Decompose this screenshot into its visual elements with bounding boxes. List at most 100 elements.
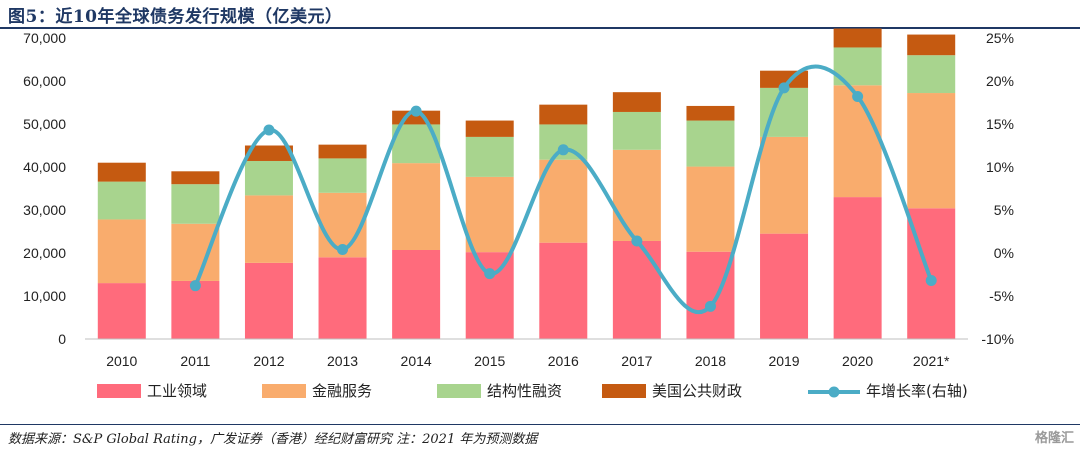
growth-rate-point bbox=[852, 90, 864, 102]
footer-divider bbox=[0, 424, 1080, 425]
y-tick-label-right: 10% bbox=[986, 159, 1014, 175]
growth-rate-point bbox=[337, 244, 349, 256]
bar-segment bbox=[539, 159, 588, 243]
bar-segment bbox=[97, 283, 146, 339]
bar-segment bbox=[392, 249, 441, 339]
x-tick-label: 2012 bbox=[253, 353, 284, 369]
bar-segment bbox=[612, 111, 661, 150]
bar-segment bbox=[612, 240, 661, 339]
x-tick-label: 2013 bbox=[327, 353, 358, 369]
x-axis: 2010 2011 2012 2013 2014 2015 2016 2017 2018 2019… bbox=[85, 338, 968, 369]
growth-rate-point bbox=[557, 144, 569, 156]
bar-segment bbox=[318, 158, 367, 193]
x-tick-label: 2014 bbox=[401, 353, 432, 369]
growth-rate-point bbox=[484, 268, 496, 280]
y-tick-label-left: 50,000 bbox=[23, 116, 66, 132]
growth-rate-point bbox=[925, 275, 937, 287]
bar-segment bbox=[244, 262, 293, 339]
y-axis-left: 0 10,000 20,000 30,000 40,000 50,000 60,000 70,… bbox=[23, 30, 66, 347]
growth-rate-point bbox=[704, 300, 716, 312]
source-note: 数据来源：S&P Global Rating，广发证券（香港）经纪财富研究 注：… bbox=[8, 432, 538, 447]
stacked-bars bbox=[97, 28, 956, 339]
bar-segment bbox=[760, 136, 809, 234]
y-tick-label-right: 15% bbox=[986, 116, 1014, 132]
legend-label: 结构性融资 bbox=[487, 382, 562, 400]
bar-segment bbox=[97, 219, 146, 284]
bar-segment bbox=[171, 171, 220, 185]
y-tick-label-left: 10,000 bbox=[23, 288, 66, 304]
bar-segment bbox=[465, 136, 514, 177]
bar-segment bbox=[686, 120, 735, 167]
bar-segment bbox=[907, 93, 956, 209]
y-tick-label-left: 70,000 bbox=[23, 30, 66, 46]
bar-segment bbox=[833, 85, 882, 198]
x-tick-label: 2016 bbox=[548, 353, 579, 369]
bar-segment bbox=[244, 160, 293, 196]
bar-segment bbox=[612, 149, 661, 241]
growth-rate-line bbox=[193, 64, 934, 315]
x-tick-label: 2018 bbox=[695, 353, 726, 369]
bar-segment bbox=[833, 197, 882, 339]
x-tick-label: 2010 bbox=[106, 353, 137, 369]
growth-rate-point bbox=[410, 105, 422, 117]
bar-segment bbox=[318, 257, 367, 339]
bar-segment bbox=[760, 233, 809, 339]
y-tick-label-right: 25% bbox=[986, 30, 1014, 46]
bar-segment bbox=[539, 104, 588, 125]
bar-segment bbox=[612, 92, 661, 112]
bar-segment bbox=[465, 120, 514, 137]
legend-label: 金融服务 bbox=[312, 382, 372, 400]
bar-segment bbox=[97, 162, 146, 182]
bar-segment bbox=[539, 242, 588, 339]
watermark: 格隆汇 bbox=[1034, 431, 1074, 446]
bar-segment bbox=[686, 166, 735, 252]
y-tick-label-left: 0 bbox=[58, 331, 66, 347]
bar-segment bbox=[686, 105, 735, 121]
legend-label: 年增长率(右轴) bbox=[866, 382, 968, 400]
legend-label: 工业领域 bbox=[147, 382, 207, 400]
legend-swatch bbox=[97, 384, 141, 398]
bar-segment bbox=[244, 145, 293, 161]
y-tick-label-right: 5% bbox=[994, 202, 1014, 218]
x-tick-label: 2020 bbox=[842, 353, 873, 369]
bar-segment bbox=[318, 144, 367, 159]
bar-segment bbox=[465, 252, 514, 339]
legend: 工业领域 金融服务 结构性融资 美国公共财政 年增长率(右轴) bbox=[97, 382, 968, 400]
y-tick-label-left: 40,000 bbox=[23, 159, 66, 175]
y-tick-label-left: 20,000 bbox=[23, 245, 66, 261]
growth-line-layer bbox=[189, 64, 937, 315]
title-divider bbox=[0, 27, 1080, 29]
y-tick-label-right: 0% bbox=[994, 245, 1014, 261]
bar-segment bbox=[171, 223, 220, 281]
bar-segment bbox=[686, 251, 735, 339]
y-axis-right: -10% -5% 0% 5% 10% 15% 20% 25% bbox=[981, 30, 1014, 347]
y-tick-label-right: -5% bbox=[989, 288, 1014, 304]
chart-title: 图5：近10年全球债务发行规模（亿美元） bbox=[8, 7, 343, 27]
x-tick-label: 2021* bbox=[913, 353, 950, 369]
bar-segment bbox=[907, 34, 956, 56]
x-tick-label: 2019 bbox=[768, 353, 799, 369]
x-tick-label: 2015 bbox=[474, 353, 505, 369]
legend-line-marker bbox=[828, 386, 840, 398]
y-tick-label-right: -10% bbox=[981, 331, 1014, 347]
x-tick-label: 2017 bbox=[621, 353, 652, 369]
debt-issuance-chart: 0 10,000 20,000 30,000 40,000 50,000 60,000 70,… bbox=[23, 28, 1014, 400]
legend-swatch bbox=[262, 384, 306, 398]
growth-rate-point bbox=[263, 124, 275, 136]
bar-segment bbox=[392, 163, 441, 250]
growth-rate-point bbox=[778, 82, 790, 94]
legend-swatch bbox=[437, 384, 481, 398]
bar-segment bbox=[97, 181, 146, 220]
growth-rate-point bbox=[189, 280, 201, 292]
legend-label: 美国公共财政 bbox=[652, 382, 742, 400]
bar-segment bbox=[907, 55, 956, 94]
legend-swatch bbox=[602, 384, 646, 398]
bar-segment bbox=[465, 176, 514, 253]
x-tick-label: 2011 bbox=[180, 353, 210, 369]
bar-segment bbox=[244, 195, 293, 263]
y-tick-label-left: 60,000 bbox=[23, 73, 66, 89]
y-tick-label-right: 20% bbox=[986, 73, 1014, 89]
growth-rate-point bbox=[631, 235, 643, 247]
y-tick-label-left: 30,000 bbox=[23, 202, 66, 218]
bar-segment bbox=[171, 184, 220, 224]
